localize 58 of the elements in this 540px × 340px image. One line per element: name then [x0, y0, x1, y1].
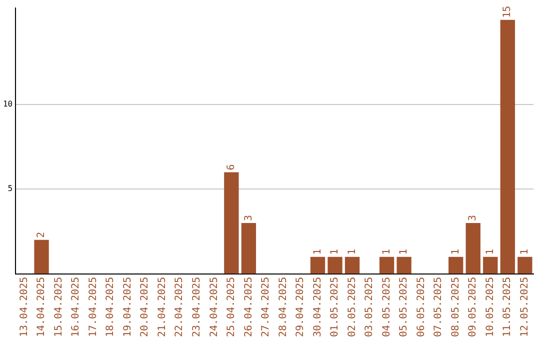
x-tick-label: 11.05.2025: [502, 276, 514, 338]
bar: [310, 256, 326, 274]
bar: [241, 223, 256, 274]
x-tick-label: 27.04.2025: [260, 276, 272, 338]
bar: [466, 223, 480, 274]
x-tick-label: 19.04.2025: [122, 276, 134, 338]
bar: [328, 256, 342, 274]
data-label: 3: [243, 214, 254, 222]
x-tick-label: 09.05.2025: [468, 276, 479, 338]
x-tick-label: 05.05.2025: [398, 276, 410, 338]
data-label: 15: [502, 6, 514, 18]
x-tick-label: 18.04.2025: [105, 276, 116, 338]
bar: [483, 256, 498, 274]
x-tick-label: 24.04.2025: [208, 276, 220, 338]
x-tick-label: 12.05.2025: [519, 276, 530, 338]
x-tick-label: 16.04.2025: [70, 276, 82, 338]
bar: [396, 256, 412, 274]
x-tick-label: 22.04.2025: [174, 276, 186, 338]
data-label: 6: [226, 164, 238, 170]
y-tick-label: 5: [8, 184, 13, 194]
x-tick-label: 20.04.2025: [140, 276, 151, 338]
data-label: 1: [398, 248, 410, 255]
x-tick-label: 28.04.2025: [278, 276, 289, 338]
x-tick-label: 02.05.2025: [346, 276, 358, 338]
data-label: 2: [36, 232, 48, 238]
data-label: 1: [330, 248, 341, 255]
bar: [500, 20, 515, 274]
data-label: 1: [519, 248, 530, 255]
x-tick-label: 03.05.2025: [364, 276, 376, 338]
bar: [518, 256, 532, 274]
bar: [34, 240, 49, 274]
x-tick-label: 29.04.2025: [295, 276, 306, 338]
data-label: 1: [450, 248, 462, 255]
bar: [344, 256, 360, 274]
x-tick-label: 17.04.2025: [88, 276, 99, 338]
x-tick-label: 23.04.2025: [191, 276, 202, 338]
x-tick-label: 06.05.2025: [416, 276, 427, 338]
data-label: 3: [468, 214, 479, 222]
y-tick-label: 10: [2, 100, 13, 109]
x-tick-label: 08.05.2025: [450, 276, 462, 338]
bar: [379, 256, 394, 274]
x-tick-label: 26.04.2025: [243, 276, 254, 338]
x-tick-label: 15.04.2025: [53, 276, 64, 338]
x-tick-label: 30.04.2025: [312, 276, 324, 338]
x-tick-label: 07.05.2025: [433, 276, 444, 338]
data-label: 1: [312, 248, 324, 255]
x-tick-label: 04.05.2025: [381, 276, 392, 338]
x-tick-label: 21.04.2025: [156, 276, 168, 338]
bar: [448, 256, 464, 274]
bar: [224, 172, 239, 274]
x-tick-label: 10.05.2025: [484, 276, 496, 338]
x-tick-label: 13.04.2025: [18, 276, 30, 338]
x-tick-label: 01.05.2025: [330, 276, 341, 338]
data-label: 1: [484, 248, 496, 255]
x-tick-label: 25.04.2025: [226, 276, 238, 338]
data-label: 1: [381, 248, 392, 255]
x-tick-label: 14.04.2025: [36, 276, 48, 338]
data-label: 1: [346, 248, 358, 255]
